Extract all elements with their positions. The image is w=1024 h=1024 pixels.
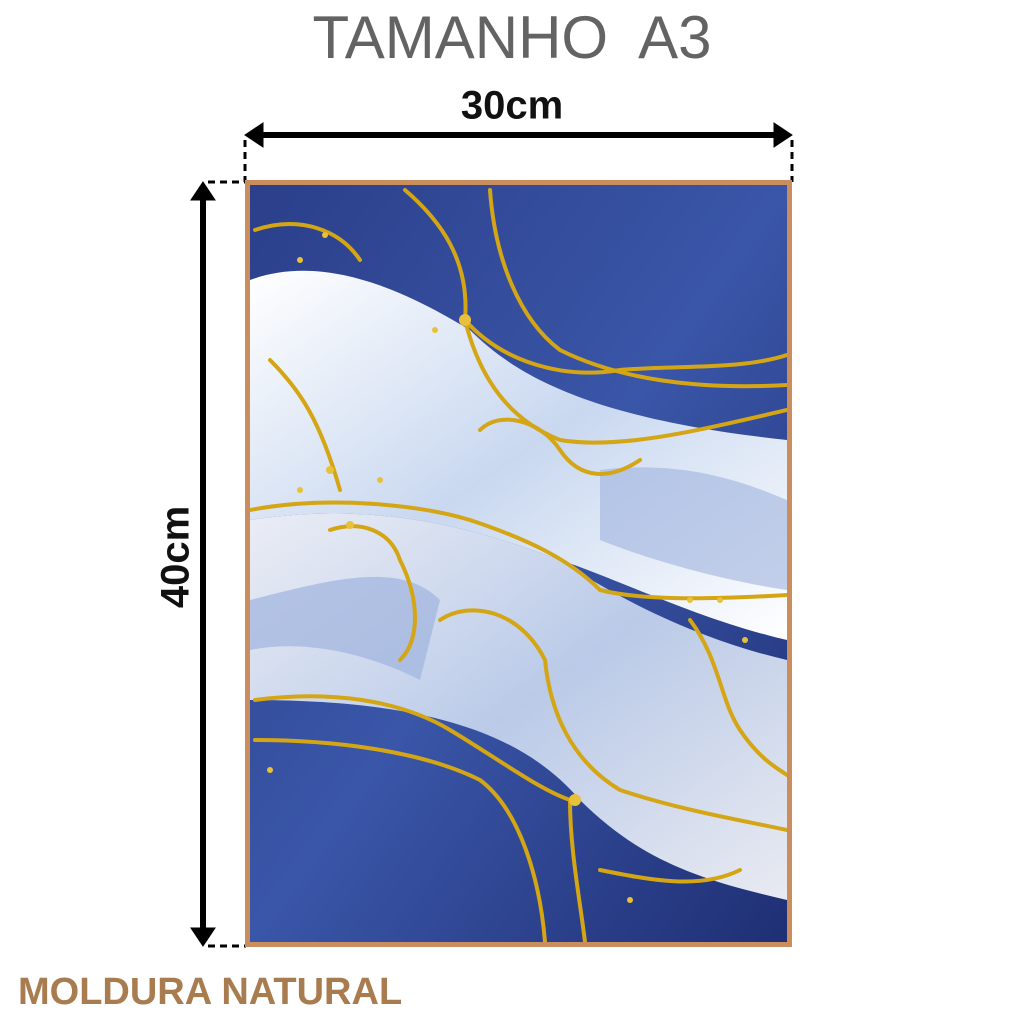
frame-label: MOLDURA NATURAL [18,971,402,1013]
title: TAMANHO A3 [313,4,712,71]
width-arrow [243,122,794,182]
width-label: 30cm [461,84,563,128]
artwork [250,185,787,942]
height-arrow [190,180,246,948]
frame [245,180,792,947]
height-label: 40cm [154,506,198,608]
